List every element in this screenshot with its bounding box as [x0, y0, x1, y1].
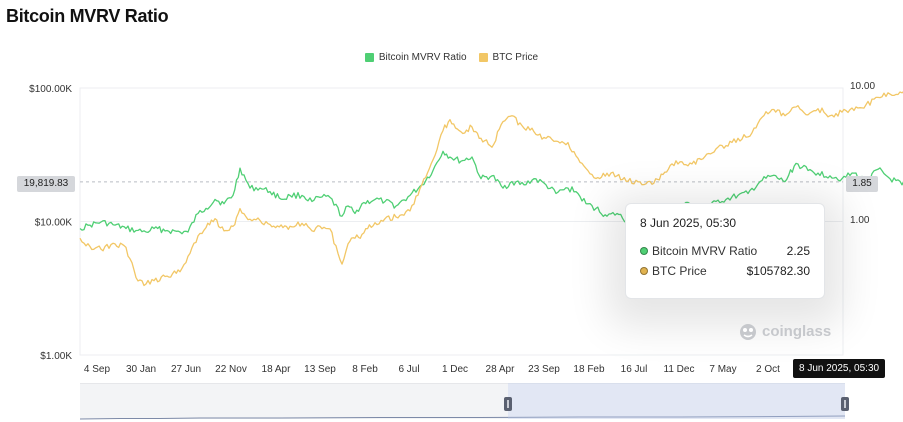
page-title: Bitcoin MVRV Ratio — [6, 6, 169, 26]
tooltip-row-mvrv: Bitcoin MVRV Ratio 2.25 — [640, 241, 810, 261]
tooltip-dot-btc-price — [640, 267, 648, 275]
tooltip-value-mvrv: 2.25 — [786, 244, 810, 258]
x-tick-label: 6 Jul — [398, 364, 419, 375]
x-tick-label: 2 Oct — [756, 364, 780, 375]
legend-swatch-btc-price — [478, 53, 488, 62]
legend: Bitcoin MVRV Ratio BTC Price — [0, 52, 903, 63]
navigator-track — [80, 383, 845, 419]
crosshair-right-value-badge: 1.85 — [846, 176, 878, 192]
legend-item-btc-price[interactable]: BTC Price — [478, 52, 539, 63]
tooltip: 8 Jun 2025, 05:30 Bitcoin MVRV Ratio 2.2… — [625, 203, 825, 299]
legend-item-mvrv[interactable]: Bitcoin MVRV Ratio — [364, 52, 467, 63]
tooltip-value-btc-price: $105782.30 — [746, 264, 810, 278]
x-tick-label: 16 Jul — [621, 364, 648, 375]
y-right-tick-label: 10.00 — [850, 81, 875, 92]
tooltip-label-btc-price: BTC Price — [652, 264, 707, 278]
x-tick-label: 1 Dec — [442, 364, 468, 375]
x-tick-label: 23 Sep — [528, 364, 560, 375]
watermark-text: coinglass — [762, 322, 832, 340]
legend-label-mvrv: Bitcoin MVRV Ratio — [378, 52, 467, 63]
navigator-handle-right[interactable] — [841, 397, 849, 411]
legend-label-btc-price: BTC Price — [492, 52, 539, 63]
crosshair-left-value-badge: 19,819.83 — [17, 176, 75, 192]
x-tick-label: 11 Dec — [664, 364, 695, 375]
navigator-handle-left[interactable] — [504, 397, 512, 411]
mvrv-line — [79, 150, 903, 235]
tooltip-label-mvrv: Bitcoin MVRV Ratio — [652, 244, 758, 258]
tooltip-row-btc-price: BTC Price $105782.30 — [640, 261, 810, 281]
navigator-mini-line — [80, 415, 845, 420]
x-tick-label: 8 Feb — [352, 364, 378, 375]
tooltip-title: 8 Jun 2025, 05:30 — [640, 216, 737, 230]
y-left-tick-label: $100.00K — [29, 84, 72, 95]
x-tick-label: 27 Jun — [171, 364, 201, 375]
x-tick-label: 22 Nov — [215, 364, 247, 375]
tooltip-dot-mvrv — [640, 247, 648, 255]
y-right-tick-label: 1.00 — [850, 215, 870, 226]
x-tick-label: 30 Jan — [126, 364, 156, 375]
range-navigator[interactable] — [80, 377, 849, 421]
watermark: coinglass — [738, 321, 831, 341]
navigator-selected-range[interactable] — [508, 383, 845, 419]
x-tick-label: 28 Apr — [486, 364, 516, 375]
x-tick-label: 13 Sep — [304, 364, 336, 375]
crosshair-time-badge: 8 Jun 2025, 05:30 — [793, 359, 886, 378]
y-left-tick-label: $1.00K — [40, 351, 72, 362]
x-tick-label: 7 May — [709, 364, 736, 375]
y-left-tick-label: $10.00K — [35, 218, 73, 229]
btc-price-line — [79, 91, 903, 287]
x-tick-label: 18 Apr — [262, 364, 292, 375]
x-tick-label: 18 Feb — [573, 364, 605, 375]
x-tick-label: 4 Sep — [84, 364, 111, 375]
legend-swatch-mvrv — [364, 53, 374, 62]
coinglass-logo-icon — [740, 324, 756, 340]
